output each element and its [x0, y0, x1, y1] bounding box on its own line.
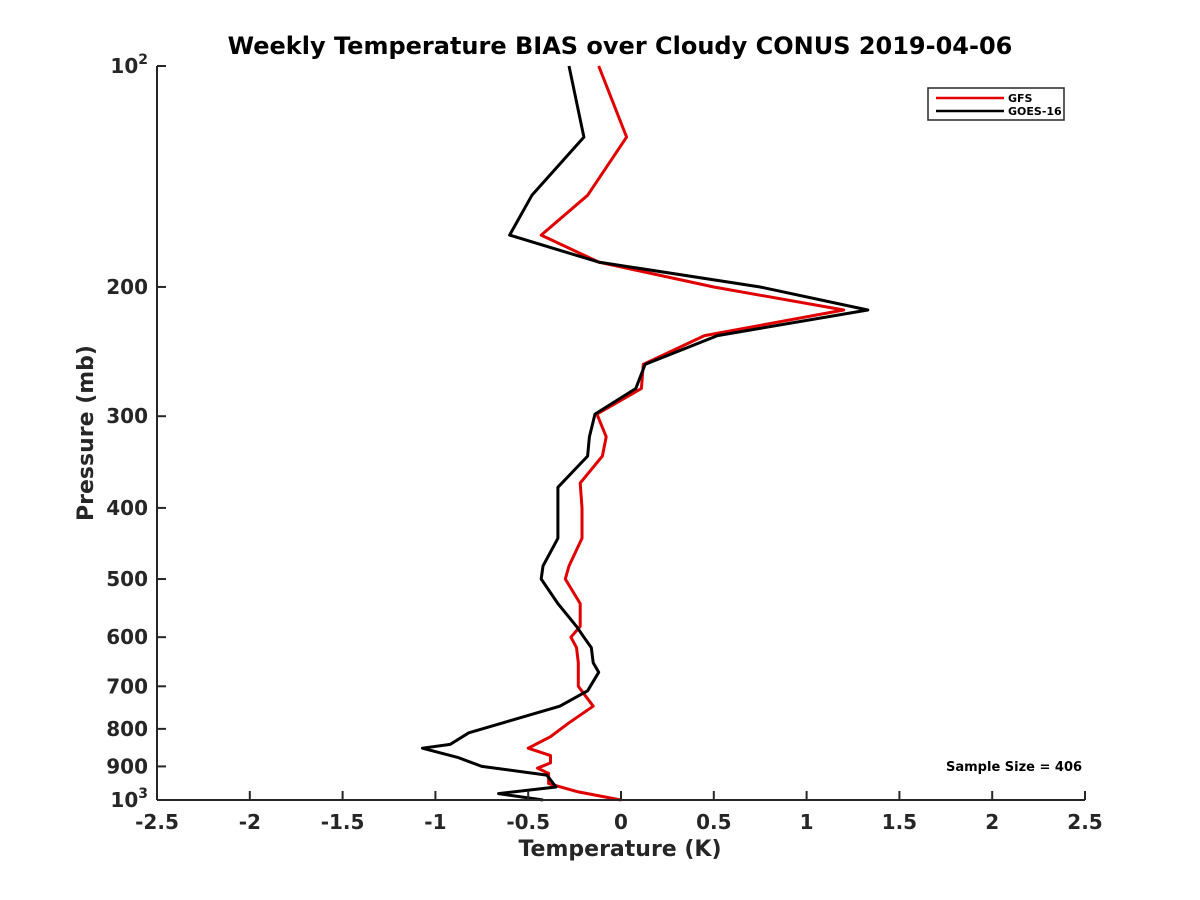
legend-label-goes16: GOES-16 — [1008, 105, 1062, 118]
y-tick-label: 700 — [106, 674, 148, 698]
x-axis-label: Temperature (K) — [518, 837, 721, 862]
y-tick-label: 102 — [110, 52, 148, 78]
y-tick-label: 900 — [106, 754, 148, 778]
x-tick-label: 1 — [800, 810, 814, 834]
x-tick-label: -1 — [424, 810, 446, 834]
y-axis-label: Pressure (mb) — [74, 345, 99, 521]
x-tick-label: -2 — [239, 810, 261, 834]
legend: GFS GOES-16 — [927, 87, 1065, 121]
y-tick-label: 300 — [106, 404, 148, 428]
legend-label-gfs: GFS — [1008, 92, 1033, 105]
series-line-gfs — [526, 65, 846, 802]
x-ticks: -2.5 -2 -1.5 -1 -0.5 0 0.5 1 1.5 2 2.5 — [135, 791, 1103, 834]
x-tick-label: 0.5 — [696, 810, 731, 834]
series-layer — [420, 65, 870, 802]
x-tick-label: -0.5 — [506, 810, 550, 834]
x-tick-label: -1.5 — [321, 810, 365, 834]
y-tick-label: 200 — [106, 275, 148, 299]
series-line-goes16 — [420, 65, 870, 802]
plot-area: -2.5 -2 -1.5 -1 -0.5 0 0.5 1 1.5 2 2.5 102 200 300 40… — [106, 52, 1102, 834]
sample-size-annotation: Sample Size = 406 — [946, 760, 1082, 775]
x-tick-label: 2 — [985, 810, 999, 834]
y-ticks: 102 200 300 400 500 600 700 800 900 103 — [106, 52, 166, 812]
chart-title: Weekly Temperature BIAS over Cloudy CONU… — [228, 32, 1013, 60]
y-tick-label: 500 — [106, 567, 148, 591]
x-tick-label: 0 — [614, 810, 628, 834]
y-tick-label: 400 — [106, 496, 148, 520]
x-tick-label: 2.5 — [1067, 810, 1102, 834]
x-tick-label: 1.5 — [882, 810, 917, 834]
legend-box — [927, 87, 1065, 121]
y-tick-label: 600 — [106, 625, 148, 649]
y-tick-label: 103 — [110, 786, 148, 812]
y-tick-label: 800 — [106, 717, 148, 741]
x-tick-label: -2.5 — [135, 810, 179, 834]
